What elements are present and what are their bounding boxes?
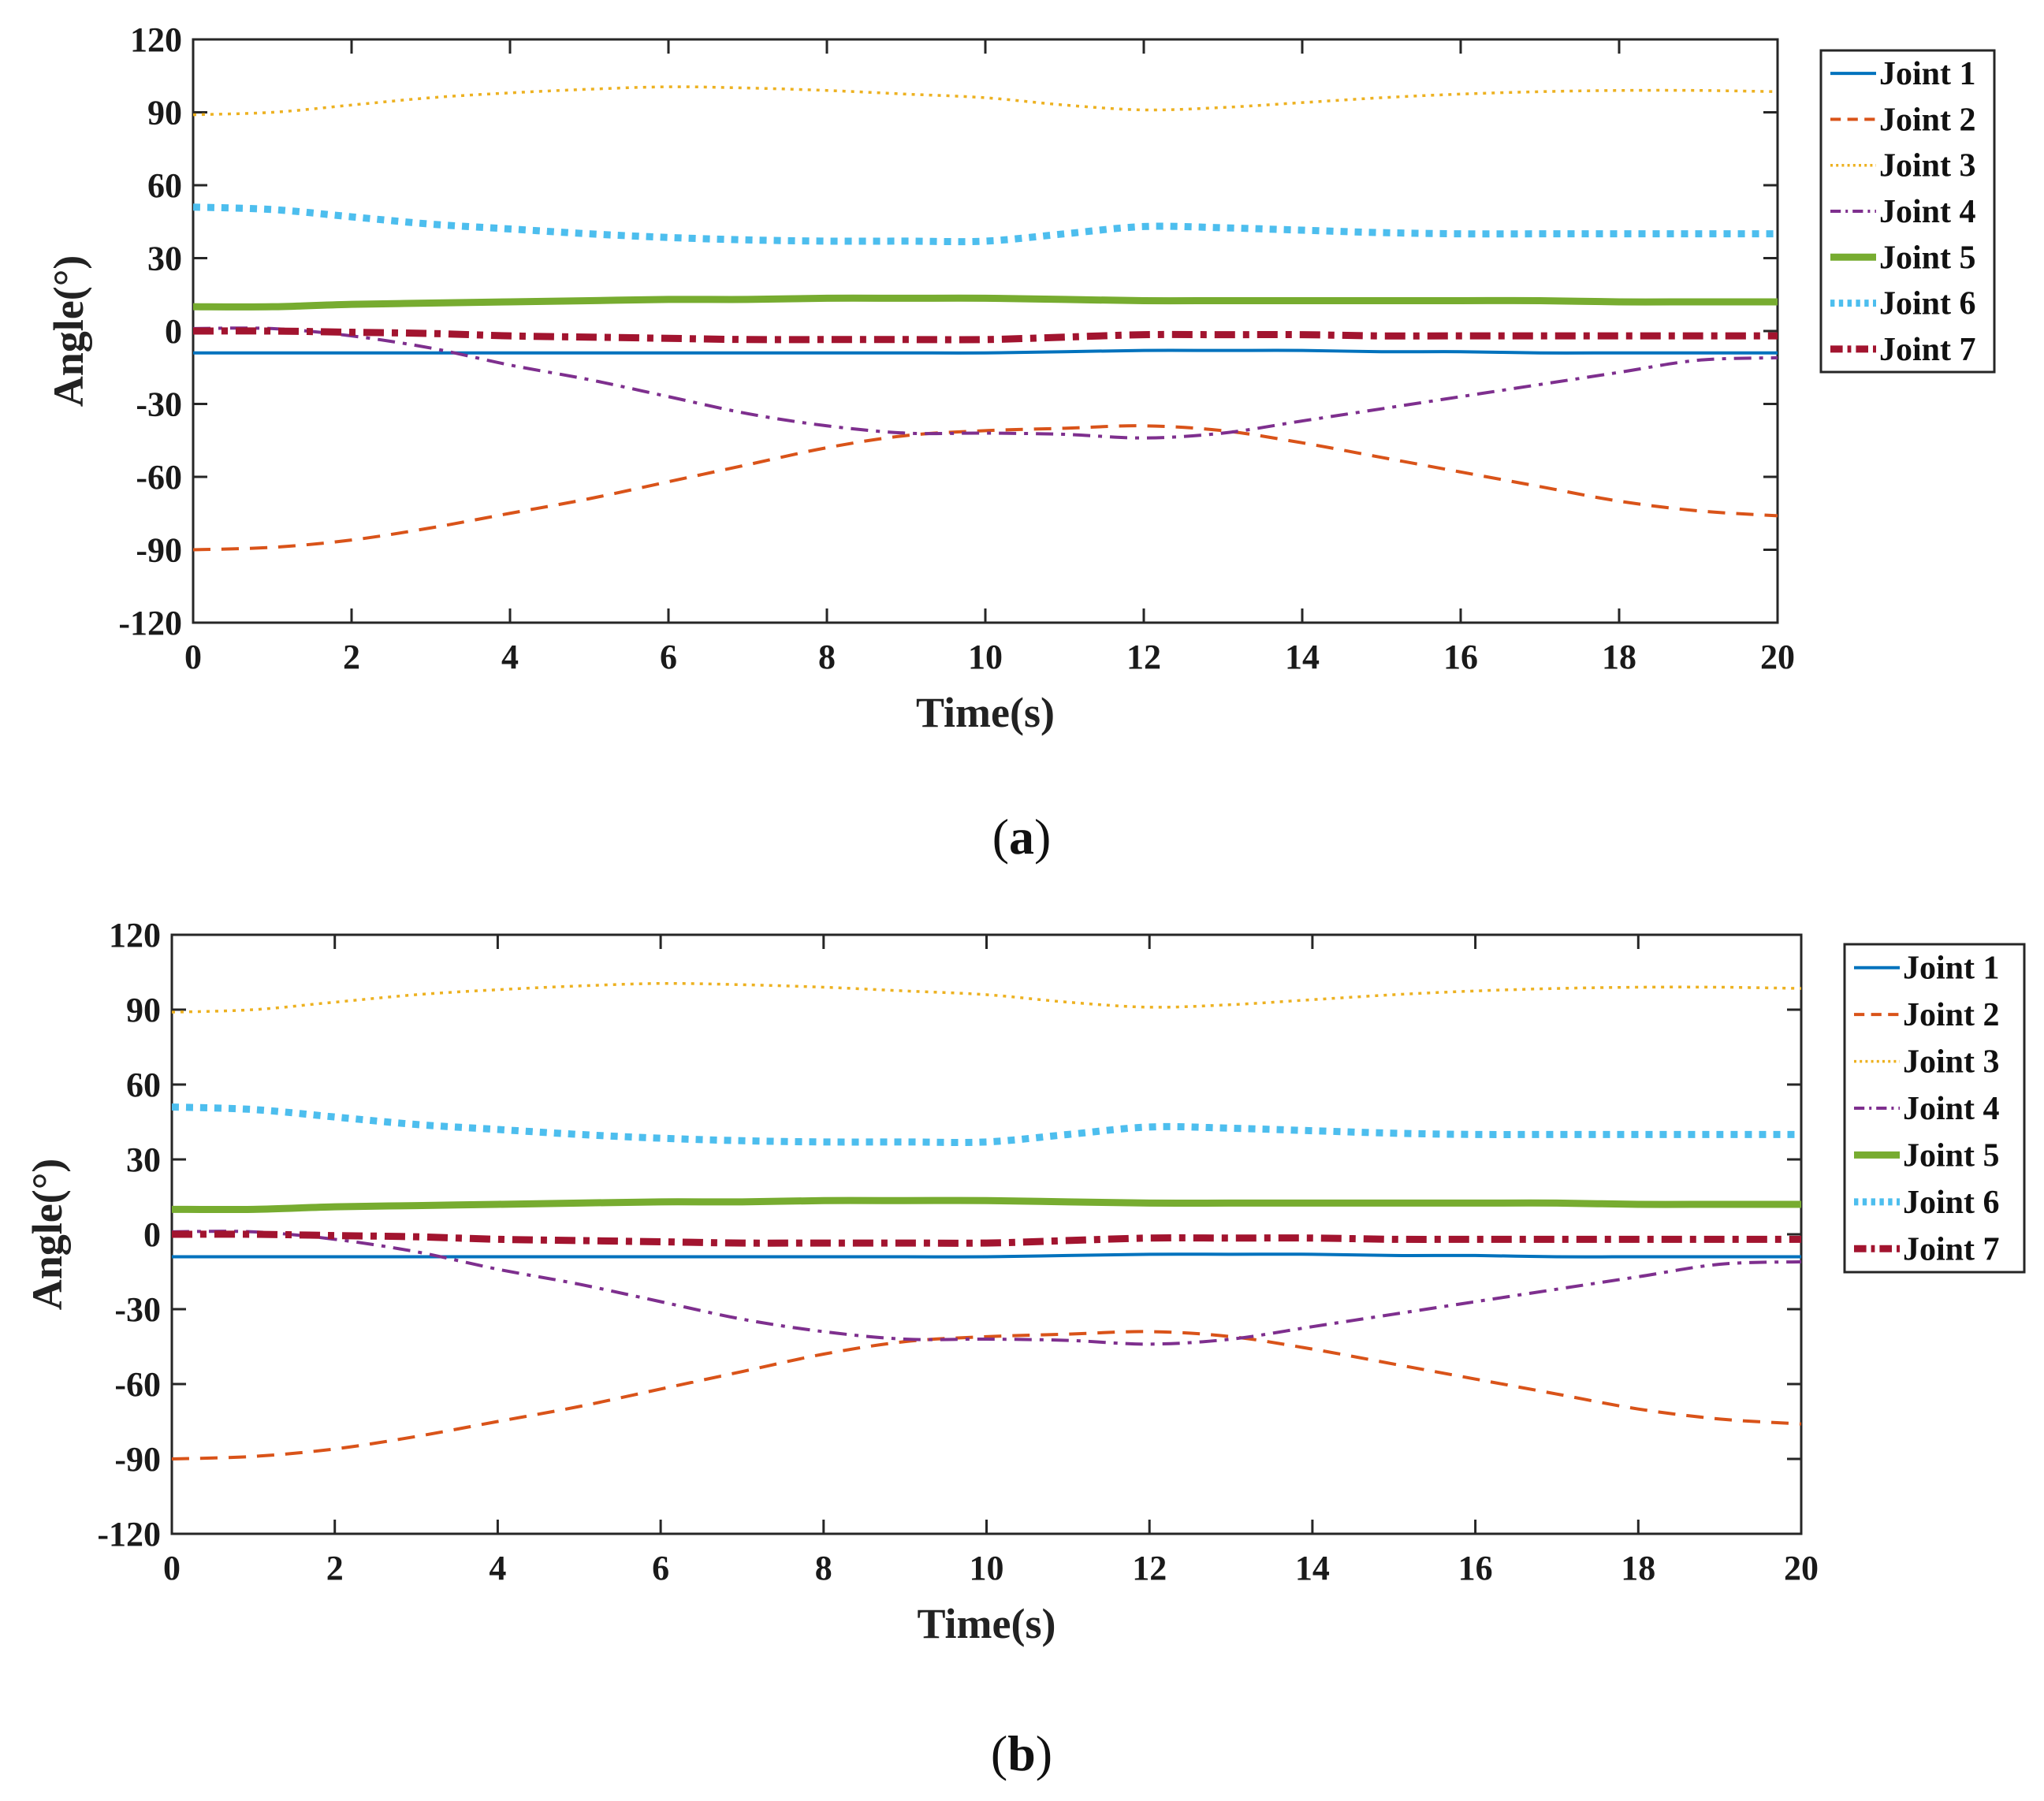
y-tick-label: -120 xyxy=(118,604,182,642)
legend-label-joint-4: Joint 4 xyxy=(1879,194,1976,230)
x-tick-label: 2 xyxy=(326,1549,344,1587)
panel-caption-letter: a xyxy=(1009,809,1034,865)
y-tick-label: 60 xyxy=(147,166,182,205)
y-tick-label: -60 xyxy=(136,458,182,497)
legend: Joint 1 Joint 2 Joint 3 Joint 4 Joint 5 Joint… xyxy=(1843,943,2026,1274)
series-line-joint-2 xyxy=(172,1330,1801,1461)
plot-frame xyxy=(192,38,1779,624)
x-tick-label: 0 xyxy=(163,1549,181,1587)
x-tick-label: 10 xyxy=(968,638,1003,676)
series-line-joint-4 xyxy=(172,1230,1801,1346)
y-tick-label: -30 xyxy=(114,1290,161,1329)
series-line-joint-3 xyxy=(193,85,1778,117)
y-axis-title: Angle(°) xyxy=(24,1159,71,1311)
y-tick-label: 120 xyxy=(109,916,161,954)
y-tick-label: 90 xyxy=(147,94,182,132)
x-tick-label: 18 xyxy=(1602,638,1636,676)
x-tick-label: 6 xyxy=(652,1549,669,1587)
panel-caption-letter: b xyxy=(1007,1725,1036,1781)
x-axis-title: Time(s) xyxy=(916,689,1055,736)
x-tick-label: 6 xyxy=(660,638,677,676)
y-tick-label: -30 xyxy=(136,385,182,424)
series-line-joint-7 xyxy=(172,1230,1801,1247)
legend-label-joint-7: Joint 7 xyxy=(1903,1231,2000,1267)
legend-label-joint-2: Joint 2 xyxy=(1903,997,2000,1033)
x-tick-label: 16 xyxy=(1458,1549,1493,1587)
panel-caption: (b) xyxy=(991,1725,1052,1781)
y-tick-label: -90 xyxy=(114,1440,161,1479)
series-line-joint-6 xyxy=(172,1103,1801,1147)
x-tick-label: 14 xyxy=(1295,1549,1330,1587)
legend-label-joint-6: Joint 6 xyxy=(1903,1185,2000,1221)
x-tick-label: 12 xyxy=(1126,638,1161,676)
legend-label-joint-4: Joint 4 xyxy=(1903,1091,2000,1127)
x-axis-title: Time(s) xyxy=(918,1600,1056,1647)
series-line-joint-7 xyxy=(193,327,1778,344)
legend-label-joint-5: Joint 5 xyxy=(1879,240,1976,276)
legend-label-joint-5: Joint 5 xyxy=(1903,1137,2000,1174)
x-tick-label: 20 xyxy=(1760,638,1795,676)
x-tick-label: 16 xyxy=(1443,638,1478,676)
legend-label-joint-1: Joint 1 xyxy=(1879,56,1976,92)
legend-box xyxy=(1819,49,1996,374)
x-tick-label: 2 xyxy=(343,638,360,676)
y-tick-label: 120 xyxy=(130,20,182,59)
x-tick-label: 10 xyxy=(970,1549,1004,1587)
y-tick-label: 90 xyxy=(126,991,161,1029)
series-line-joint-5 xyxy=(172,1196,1801,1214)
series-line-joint-1 xyxy=(172,1252,1801,1259)
x-tick-label: 14 xyxy=(1285,638,1320,676)
y-tick-label: 30 xyxy=(126,1141,161,1179)
y-tick-label: 0 xyxy=(143,1215,161,1254)
legend: Joint 1 Joint 2 Joint 3 Joint 4 Joint 5 Joint… xyxy=(1819,49,1996,374)
y-axis-title: Angle(°) xyxy=(45,255,92,407)
panel-b: 0 2 4 6 8 10 12 14 16 18 20 120 90 60 30 0 -30 -60 -90 -120… xyxy=(24,916,2026,1781)
y-tick-label: 60 xyxy=(126,1066,161,1104)
y-tick-label: -120 xyxy=(97,1515,161,1554)
series-line-joint-4 xyxy=(193,326,1778,440)
series-line-joint-3 xyxy=(172,981,1801,1014)
y-tick-label: 30 xyxy=(147,240,182,278)
x-tick-label: 20 xyxy=(1784,1549,1819,1587)
series-line-joint-2 xyxy=(193,424,1778,552)
legend-box xyxy=(1843,943,2026,1274)
legend-label-joint-2: Joint 2 xyxy=(1879,102,1976,138)
x-tick-label: 18 xyxy=(1621,1549,1655,1587)
y-tick-label: 0 xyxy=(165,312,182,351)
legend-label-joint-7: Joint 7 xyxy=(1879,332,1976,368)
panel-caption: (a) xyxy=(992,809,1052,865)
legend-label-joint-6: Joint 6 xyxy=(1879,286,1976,322)
x-tick-label: 4 xyxy=(501,638,519,676)
y-tick-label: -90 xyxy=(136,531,182,570)
x-tick-label: 0 xyxy=(184,638,202,676)
panel-a: 0 2 4 6 8 10 12 14 16 18 20 120 90 60 30 0 -30 -60 -90 -120… xyxy=(45,20,1996,865)
x-tick-label: 8 xyxy=(818,638,836,676)
x-tick-label: 4 xyxy=(489,1549,506,1587)
legend-label-joint-3: Joint 3 xyxy=(1879,148,1976,184)
y-tick-label: -60 xyxy=(114,1365,161,1404)
x-tick-label: 12 xyxy=(1132,1549,1167,1587)
x-tick-label: 8 xyxy=(815,1549,832,1587)
series-line-joint-1 xyxy=(193,348,1778,355)
legend-label-joint-1: Joint 1 xyxy=(1903,951,2000,987)
series-line-joint-6 xyxy=(193,203,1778,246)
legend-label-joint-3: Joint 3 xyxy=(1903,1044,2000,1081)
series-line-joint-5 xyxy=(193,294,1778,311)
